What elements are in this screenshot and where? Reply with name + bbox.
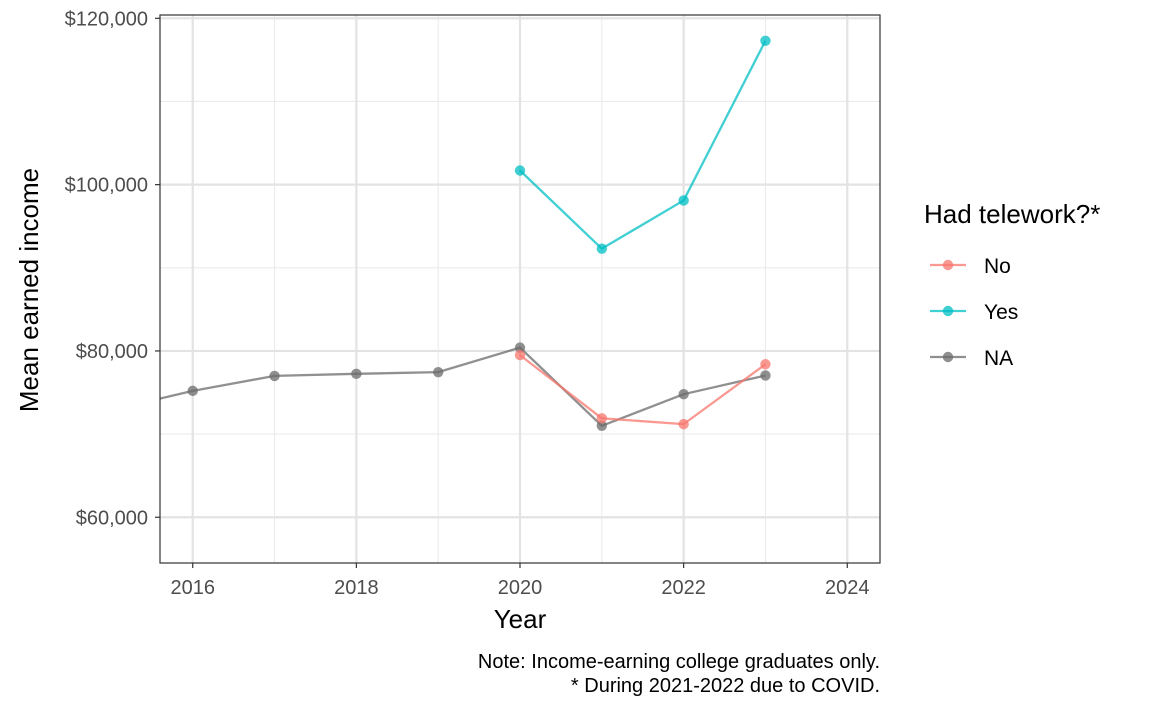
y-tick-label: $80,000 (76, 341, 148, 363)
legend-item-na: NA (930, 347, 1013, 370)
legend-item-no: No (930, 255, 1011, 278)
legend-title: Had telework?* (924, 199, 1100, 229)
data-point-na (760, 370, 771, 381)
legend-item-yes: Yes (930, 301, 1018, 324)
data-point-yes (678, 195, 689, 206)
x-tick-label: 2022 (661, 577, 706, 599)
x-tick-label: 2024 (825, 577, 870, 599)
data-point-no (760, 359, 771, 370)
major-gridlines (160, 15, 880, 563)
data-point-na (596, 420, 608, 431)
axis-ticks (155, 17, 848, 568)
data-point-yes (596, 243, 608, 254)
series-line-no (519, 354, 767, 426)
series-na (160, 342, 771, 431)
legend-label: Yes (984, 301, 1018, 324)
data-point-no (678, 418, 689, 430)
legend-key-point (942, 259, 954, 271)
caption-note: Note: Income-earning college graduates o… (478, 651, 880, 673)
y-axis-title: Mean earned income (14, 168, 44, 412)
y-tick-label: $120,000 (65, 8, 148, 30)
axis-tick-labels: 2016 2018 2020 2022 2024 $60,000 $80,000 $100,0… (65, 8, 870, 599)
data-point-yes (760, 35, 771, 46)
series-yes (514, 35, 771, 254)
series-no (514, 349, 771, 430)
series-layer (160, 35, 771, 431)
data-point-no (596, 413, 608, 424)
data-point-na (678, 388, 689, 400)
data-point-yes (514, 165, 526, 176)
legend-label: NA (984, 347, 1013, 370)
data-point-na (269, 370, 280, 382)
legend: Had telework?* No Yes NA (924, 199, 1100, 370)
legend-label: No (984, 255, 1011, 278)
legend-key-point (942, 305, 954, 317)
data-point-no (514, 349, 526, 361)
series-line-yes (519, 40, 767, 250)
data-point-na (187, 385, 198, 397)
data-point-na (514, 342, 526, 353)
legend-key-point (942, 351, 954, 363)
x-axis-title: Year (494, 604, 547, 634)
x-tick-label: 2018 (334, 577, 379, 599)
y-tick-label: $60,000 (76, 507, 148, 529)
caption-footnote: * During 2021-2022 due to COVID. (571, 675, 880, 697)
data-point-na (351, 368, 362, 380)
data-point-na (432, 366, 444, 378)
x-tick-label: 2020 (498, 577, 543, 599)
y-tick-label: $100,000 (65, 175, 148, 197)
x-tick-label: 2016 (170, 577, 215, 599)
